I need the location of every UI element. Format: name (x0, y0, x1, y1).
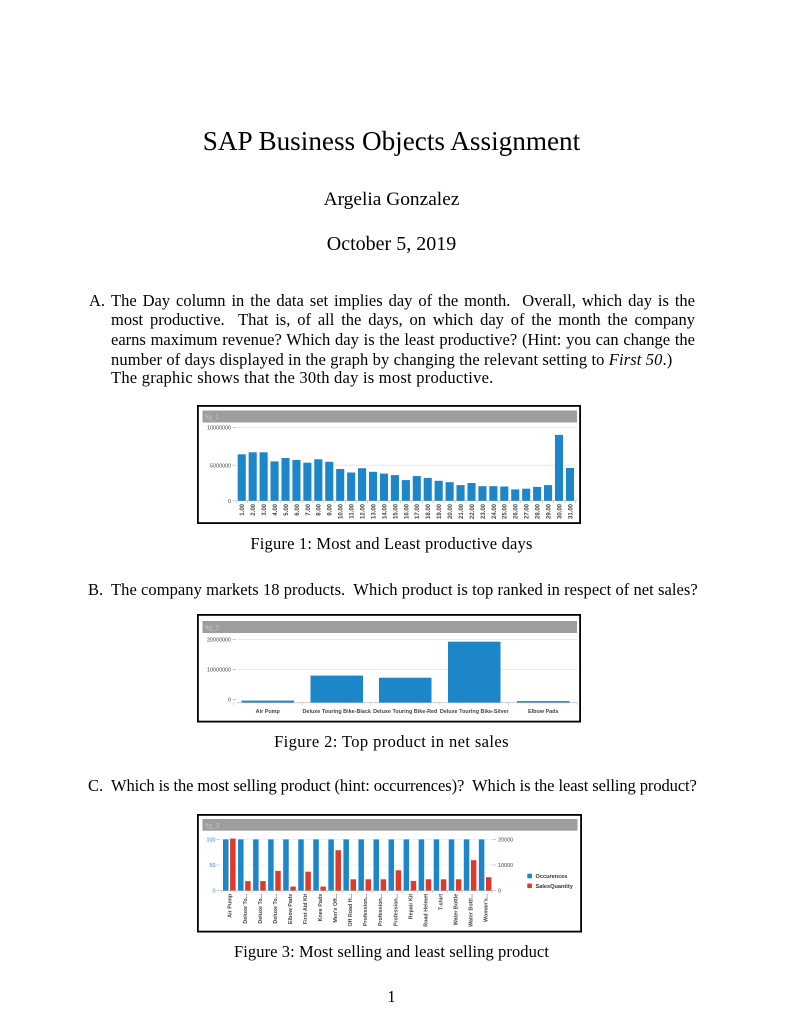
svg-text:100: 100 (206, 838, 215, 844)
svg-text:30.00: 30.00 (557, 503, 563, 519)
svg-text:25.00: 25.00 (502, 503, 508, 519)
svg-text:Water Bottl...: Water Bottl... (468, 893, 474, 927)
svg-text:20.00: 20.00 (448, 503, 454, 519)
svg-text:T-shirt: T-shirt (438, 894, 444, 911)
svg-text:31.00: 31.00 (568, 503, 574, 519)
svg-text:7.00: 7.00 (305, 503, 311, 515)
svg-text:Profession...: Profession... (378, 893, 384, 926)
svg-text:Knee Pads: Knee Pads (318, 894, 324, 922)
svg-text:14.00: 14.00 (382, 503, 388, 519)
svg-text:First Aid Kit: First Aid Kit (302, 894, 308, 925)
svg-text:Off Road H...: Off Road H... (348, 893, 354, 926)
svg-text:Deluxe Touring Bike-Black: Deluxe Touring Bike-Black (302, 709, 371, 715)
svg-text:16.00: 16.00 (404, 503, 410, 519)
svg-text:5.00: 5.00 (283, 503, 289, 515)
svg-text:29.00: 29.00 (546, 503, 552, 519)
svg-text:Deluxe To...: Deluxe To... (257, 893, 263, 923)
svg-text:Deluxe To...: Deluxe To... (242, 893, 248, 923)
svg-text:0: 0 (228, 498, 231, 504)
svg-text:Profession...: Profession... (363, 893, 369, 926)
svg-text:Air Pump: Air Pump (255, 709, 280, 715)
svg-text:Occurences: Occurences (535, 874, 567, 880)
svg-text:6.00: 6.00 (294, 503, 300, 515)
svg-text:Elbow Pads: Elbow Pads (287, 894, 293, 924)
svg-text:Repair Kit: Repair Kit (408, 894, 414, 920)
svg-text:Deluxe To...: Deluxe To... (272, 893, 278, 923)
svg-text:2.00: 2.00 (251, 503, 257, 515)
svg-text:Woman's...: Woman's... (483, 893, 489, 922)
svg-text:Men's Off...: Men's Off... (333, 893, 339, 922)
svg-text:fig_3: fig_3 (205, 822, 219, 829)
svg-text:Road Helmet: Road Helmet (423, 894, 429, 927)
svg-text:0: 0 (228, 698, 231, 704)
svg-text:18.00: 18.00 (426, 503, 432, 519)
svg-text:26.00: 26.00 (513, 503, 519, 519)
svg-text:20000000: 20000000 (207, 638, 231, 644)
svg-text:Air Pump: Air Pump (227, 893, 233, 918)
svg-text:8.00: 8.00 (316, 503, 322, 515)
svg-text:fig_1: fig_1 (205, 414, 219, 421)
svg-text:12.00: 12.00 (360, 503, 366, 519)
svg-text:10000000: 10000000 (207, 425, 231, 431)
svg-text:Water Bottle: Water Bottle (453, 894, 459, 926)
svg-text:Deluxe Touring Bike-Red: Deluxe Touring Bike-Red (373, 709, 437, 715)
svg-text:Elbow Pads: Elbow Pads (527, 709, 558, 715)
svg-text:10000000: 10000000 (207, 668, 231, 674)
svg-text:fig_2: fig_2 (205, 625, 219, 632)
svg-text:50: 50 (209, 863, 215, 869)
svg-text:22.00: 22.00 (469, 503, 475, 519)
svg-text:11.00: 11.00 (349, 503, 355, 518)
svg-text:28.00: 28.00 (535, 503, 541, 519)
svg-text:10000: 10000 (498, 863, 513, 869)
svg-text:17.00: 17.00 (415, 503, 421, 519)
svg-text:20000: 20000 (498, 838, 513, 844)
svg-text:0: 0 (212, 889, 215, 895)
svg-text:10.00: 10.00 (338, 503, 344, 519)
svg-text:23.00: 23.00 (480, 503, 486, 519)
svg-text:SalesQuantity: SalesQuantity (535, 884, 573, 890)
svg-text:24.00: 24.00 (491, 503, 497, 519)
svg-text:15.00: 15.00 (393, 503, 399, 519)
svg-text:Profession...: Profession... (393, 893, 399, 926)
svg-text:1.00: 1.00 (240, 503, 246, 515)
svg-text:9.00: 9.00 (327, 503, 333, 515)
svg-text:27.00: 27.00 (524, 503, 530, 519)
svg-text:0: 0 (498, 889, 501, 895)
svg-text:13.00: 13.00 (371, 503, 377, 519)
svg-text:3.00: 3.00 (262, 503, 268, 515)
svg-text:4.00: 4.00 (272, 503, 278, 515)
svg-text:Deluxe Touring Bike-Silver: Deluxe Touring Bike-Silver (439, 709, 509, 715)
svg-text:5000000: 5000000 (210, 463, 231, 469)
svg-text:19.00: 19.00 (437, 503, 443, 519)
svg-text:21.00: 21.00 (458, 503, 464, 519)
